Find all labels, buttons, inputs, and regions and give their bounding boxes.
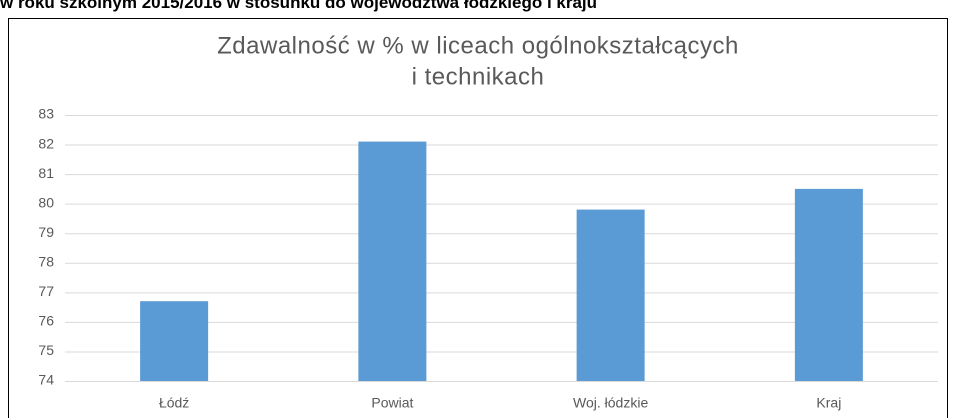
y-tick-label: 76 bbox=[38, 313, 54, 329]
bar bbox=[140, 301, 209, 381]
y-tick-label: 80 bbox=[38, 194, 54, 210]
bar bbox=[358, 141, 427, 381]
caption: w roku szkolnym 2015/2016 w stosunku do … bbox=[0, 0, 597, 12]
y-tick-label: 79 bbox=[38, 224, 54, 240]
bar bbox=[794, 188, 863, 381]
y-tick-label: 78 bbox=[38, 253, 54, 269]
y-tick-label: 82 bbox=[38, 135, 54, 151]
y-tick-label: 83 bbox=[38, 106, 54, 122]
y-tick-label: 75 bbox=[38, 342, 54, 358]
y-tick-label: 74 bbox=[38, 372, 54, 388]
x-tick-label: Łódź bbox=[159, 395, 189, 411]
y-tick-label: 77 bbox=[38, 283, 54, 299]
x-tick-label: Kraj bbox=[816, 395, 841, 411]
y-tick-label: 81 bbox=[38, 165, 54, 181]
x-tick-label: Woj. łódzkie bbox=[573, 395, 648, 411]
chart-title: Zdawalność w % w liceach ogólnokształcąc… bbox=[217, 32, 739, 59]
chart-title: i technikach bbox=[412, 63, 545, 90]
bar bbox=[576, 209, 645, 381]
x-tick-label: Powiat bbox=[371, 395, 413, 411]
